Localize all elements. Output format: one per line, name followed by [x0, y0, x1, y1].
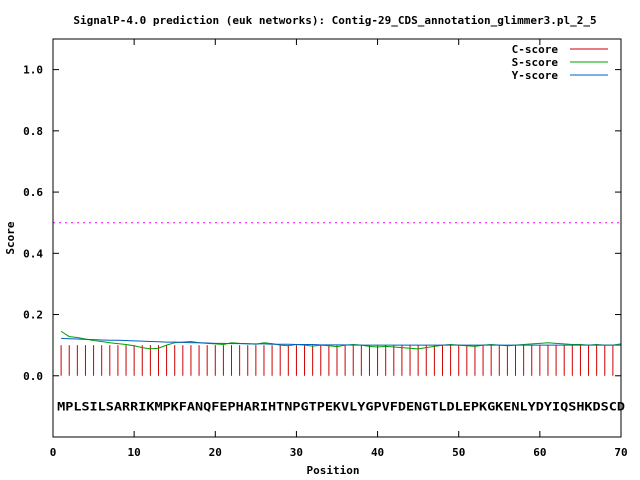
- plot-frame: [52, 38, 622, 438]
- x-tick-label: 50: [452, 446, 465, 459]
- x-tick-label: 60: [533, 446, 546, 459]
- x-tick-label: 20: [209, 446, 222, 459]
- y-tick-label: 0.0: [23, 370, 43, 383]
- y-tick-label: 1.0: [23, 64, 43, 77]
- x-axis: 0 10 20 30 40 50 60 70: [50, 39, 628, 459]
- x-axis-label: Position: [307, 464, 360, 477]
- x-tick-label: 40: [371, 446, 384, 459]
- y-tick-label: 0.4: [23, 247, 43, 260]
- y-score-line: [61, 337, 621, 346]
- sequence-text: MPLSILSARRIKMPKFANQFEPHARIHTNPGTPEKVLYGP…: [57, 399, 625, 413]
- legend-c-score-label: C-score: [512, 43, 559, 56]
- y-tick-label: 0.2: [23, 309, 43, 322]
- x-tick-label: 30: [290, 446, 303, 459]
- s-score-line: [60, 330, 622, 350]
- y-axis: 0.0 0.2 0.4 0.6 0.8 1.0: [23, 64, 621, 383]
- chart-title: SignalP-4.0 prediction (euk networks): C…: [73, 14, 596, 27]
- x-tick-label: 0: [50, 446, 57, 459]
- legend-s-score-label: S-score: [512, 56, 559, 69]
- x-tick-label: 10: [128, 446, 141, 459]
- legend-y-score-label: Y-score: [512, 69, 559, 82]
- y-tick-label: 0.6: [23, 186, 43, 199]
- legend: C-score S-score Y-score: [512, 43, 608, 82]
- y-axis-label: Score: [4, 221, 17, 254]
- x-tick-label: 70: [614, 446, 627, 459]
- y-tick-label: 0.8: [23, 125, 43, 138]
